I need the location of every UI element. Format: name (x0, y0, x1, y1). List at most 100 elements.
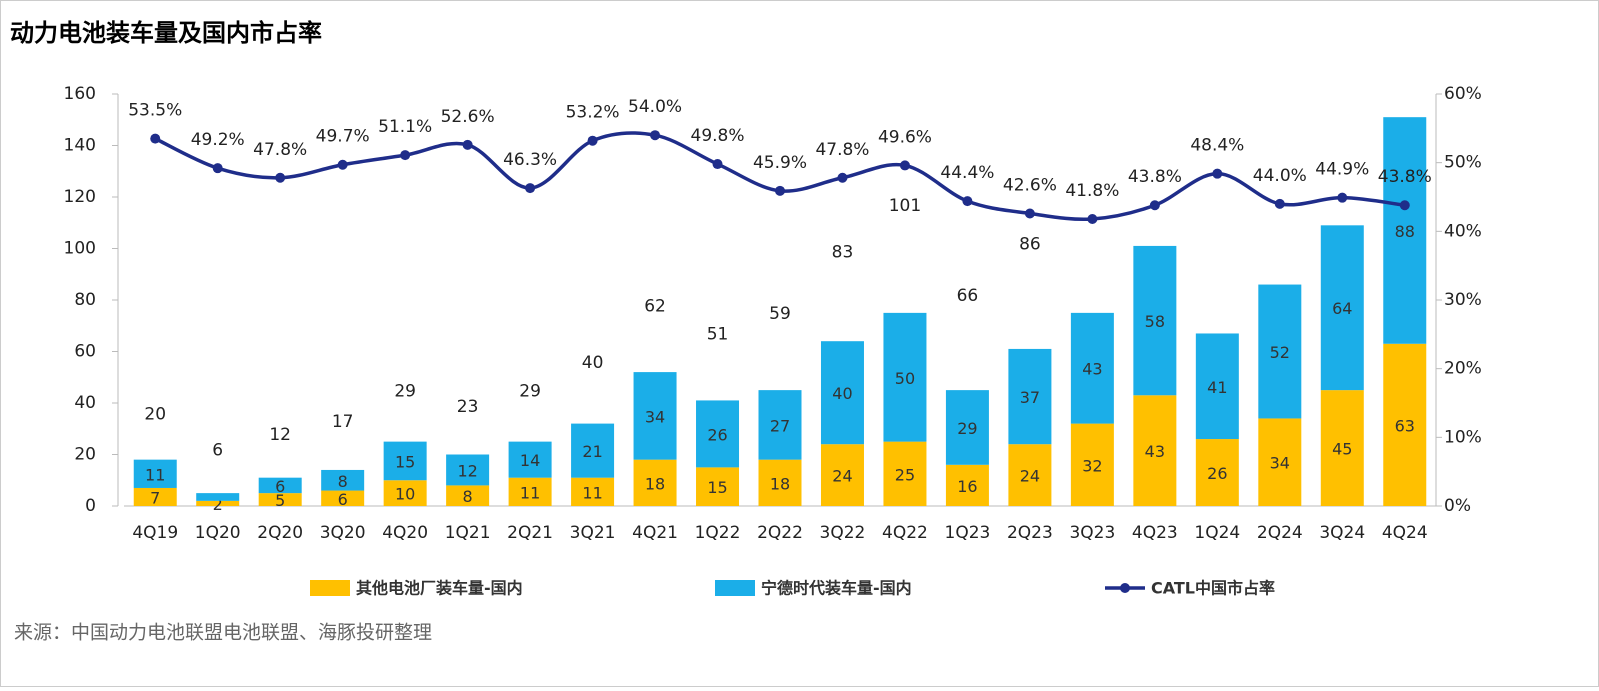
legend-label: 宁德时代装车量-国内 (761, 579, 912, 598)
bar-label: 8 (463, 487, 473, 506)
bar (758, 390, 802, 460)
x-tick-label: 3Q20 (320, 523, 366, 543)
bar-label: 58 (1145, 312, 1165, 331)
bar (1195, 333, 1239, 440)
bar-label: 34 (1270, 454, 1290, 473)
bar (633, 372, 677, 460)
bar-label: 64 (1332, 299, 1352, 318)
y-tick-label: 140 (64, 136, 96, 156)
bar-label: 40 (832, 384, 852, 403)
bar (321, 490, 365, 506)
bar-label: 34 (645, 407, 665, 426)
share-point (837, 172, 848, 183)
bar (383, 480, 427, 506)
share-point (899, 160, 910, 171)
y2-tick-label: 0% (1444, 496, 1471, 516)
bar (883, 441, 927, 506)
x-tick-label: 1Q23 (945, 523, 991, 543)
total-label: 40 (582, 353, 604, 373)
bar (945, 390, 989, 465)
share-point (1212, 168, 1223, 179)
bar-label: 37 (1020, 388, 1040, 407)
bar-label: 5 (275, 491, 285, 510)
y-tick-label: 0 (85, 496, 96, 516)
bar (696, 467, 740, 506)
y-tick-label: 100 (64, 239, 96, 259)
total-label: 20 (144, 405, 166, 425)
bar (1008, 444, 1052, 506)
bar (133, 459, 177, 488)
y2-tick-label: 50% (1444, 153, 1482, 173)
share-label: 44.9% (1315, 160, 1369, 180)
bar (1070, 423, 1114, 506)
share-point (1274, 198, 1285, 209)
x-tick-label: 3Q24 (1319, 523, 1365, 543)
bar (1320, 225, 1364, 391)
y2-tick-label: 60% (1444, 84, 1482, 104)
bar-label: 15 (707, 478, 727, 497)
y-tick-label: 20 (74, 445, 96, 465)
share-label: 53.5% (128, 101, 182, 121)
bar (1008, 348, 1052, 445)
bar (1258, 284, 1302, 419)
bar (945, 464, 989, 506)
x-tick-label: 1Q22 (695, 523, 741, 543)
x-tick-label: 1Q24 (1194, 523, 1240, 543)
share-label: 41.8% (1065, 181, 1119, 201)
bar (508, 477, 552, 506)
bar (196, 493, 240, 501)
total-label: 17 (332, 412, 354, 432)
share-point (1399, 200, 1410, 211)
bar (133, 487, 177, 506)
share-label: 49.6% (878, 127, 932, 147)
bar-label: 88 (1395, 222, 1415, 241)
bar-label: 10 (395, 485, 415, 504)
bar (820, 341, 864, 445)
total-label: 86 (1019, 235, 1041, 255)
bar (820, 444, 864, 506)
bar (383, 441, 427, 481)
bar-label: 26 (707, 425, 727, 444)
bar-label: 14 (520, 451, 540, 470)
share-point (1149, 200, 1160, 211)
share-label: 47.8% (815, 140, 869, 160)
bar (1195, 439, 1239, 506)
bar-label: 43 (1145, 442, 1165, 461)
bar (1258, 418, 1302, 506)
bar (883, 312, 927, 442)
bar (446, 485, 490, 506)
chart-title: 动力电池装车量及国内市占率 (10, 19, 322, 47)
total-label: 29 (394, 381, 416, 401)
share-label: 49.2% (191, 130, 245, 150)
x-tick-label: 2Q22 (757, 523, 803, 543)
x-tick-label: 2Q24 (1257, 523, 1303, 543)
total-label: 62 (644, 296, 666, 316)
total-label: 66 (957, 286, 979, 306)
share-point (337, 159, 348, 170)
x-tick-label: 2Q21 (507, 523, 553, 543)
bar (1070, 312, 1114, 424)
share-point (212, 163, 223, 174)
bar (696, 400, 740, 468)
bar (1320, 390, 1364, 506)
x-tick-label: 3Q22 (820, 523, 866, 543)
bar-label: 26 (1207, 464, 1227, 483)
share-point (150, 133, 161, 144)
bar-label: 18 (770, 474, 790, 493)
share-point (587, 135, 598, 146)
share-label: 42.6% (1003, 175, 1057, 195)
bar (258, 493, 302, 506)
y-tick-label: 40 (74, 393, 96, 413)
y2-tick-label: 30% (1444, 290, 1482, 310)
share-label: 45.9% (753, 153, 807, 173)
bar-label: 21 (582, 442, 602, 461)
share-point (525, 183, 536, 194)
bar (633, 459, 677, 506)
share-label: 44.4% (940, 163, 994, 183)
y-tick-label: 60 (74, 342, 96, 362)
x-tick-label: 1Q20 (195, 523, 241, 543)
bar-label: 8 (338, 472, 348, 491)
bar-label: 24 (1020, 467, 1040, 486)
share-point (400, 150, 411, 161)
